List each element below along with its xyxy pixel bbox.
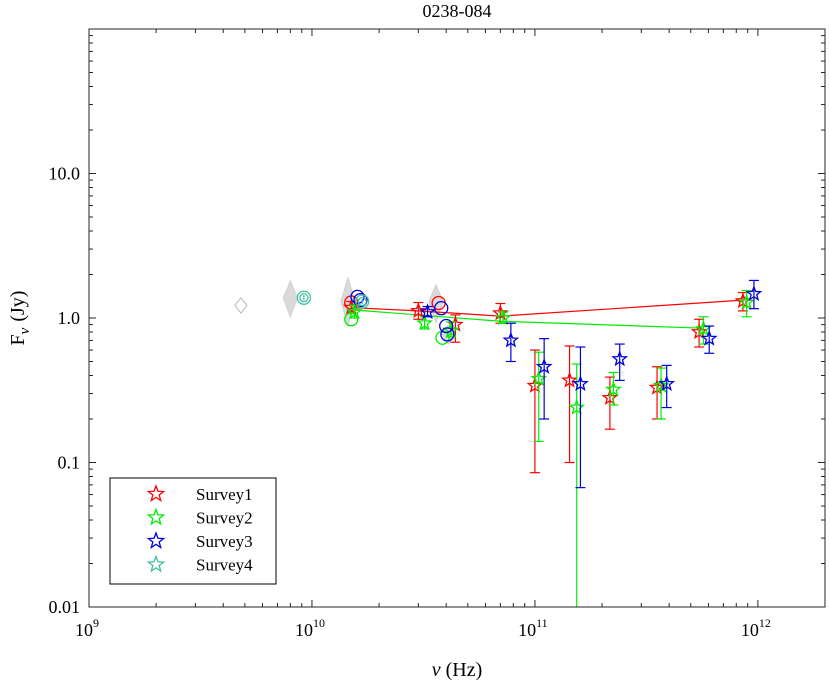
x-tick-label-base: 10 [518,620,536,640]
y-tick-label: 0.1 [58,453,81,473]
y-axis-label-unit: (Jy) [7,291,29,322]
legend-star-icon [146,531,166,549]
star-point-survey3 [611,350,629,367]
star-point-survey2 [738,293,756,310]
legend-entries: Survey1 Survey2 Survey3 Survey4 [146,484,253,575]
circle-point-survey3 [440,327,455,342]
circle-point-inner-survey4 [299,293,309,303]
x-tick-label-base: 10 [75,620,93,640]
star-point-survey3 [658,375,676,392]
legend-label: Survey1 [196,485,253,504]
x-tick-label-exp: 10 [313,616,325,630]
legend: Survey1 Survey2 Survey3 Survey4 [109,477,277,585]
star-point-survey3 [700,329,718,346]
legend-star-icon [146,507,166,526]
circle-point-survey4 [355,294,370,309]
x-tick-label-base: 10 [295,620,313,640]
legend-label: Survey4 [196,556,253,575]
legend-label: Survey3 [196,532,253,551]
y-tick-label: 10.0 [49,164,81,184]
star-point-survey1 [409,302,427,319]
star-point-survey2 [345,303,363,320]
chart-title: 0238-084 [423,1,492,21]
series-lines [351,299,743,329]
star-point-survey3 [535,357,553,374]
legend-box [109,477,277,585]
legend-label: Survey2 [196,509,253,528]
series-line-survey1 [351,299,743,317]
y-axis-label-sub: ν [17,327,33,334]
y-axis-label-main: F [7,334,29,345]
y-tick-label: 1.0 [58,308,81,328]
star-point-survey2 [416,314,434,331]
x-tick-label: 109 [75,616,99,640]
x-tick-label: 1011 [518,616,548,640]
legend-star-icon [146,554,166,573]
star-point-survey2 [568,398,586,415]
legend-star-icon [146,484,166,502]
star-point-survey2 [652,376,670,393]
grey-diamond-marker [282,279,298,319]
x-tick-label: 1012 [741,616,771,640]
circle-point-inner-survey4 [357,296,367,307]
x-axis-label-symbol: ν [432,659,441,681]
circle-point-survey3 [353,292,368,308]
star-point-survey3 [572,375,589,392]
circle-point-survey3 [350,289,365,305]
x-tick-label: 1010 [295,616,325,640]
grey-diamond-marker [234,296,248,314]
star-point-survey3 [419,303,436,320]
star-point-survey3 [745,284,763,301]
x-axis-label-unit: (Hz) [446,659,483,681]
star-point-survey2 [605,380,622,397]
star-point-survey1 [526,376,544,393]
circle-point-survey3 [434,300,449,316]
star-point-survey3 [502,331,520,348]
series-marks [296,279,763,607]
y-axis-label: Fν (Jy) [7,291,33,346]
x-axis-label: ν (Hz) [432,659,483,681]
series-line-survey2 [351,309,704,329]
star-point-survey2 [695,320,712,337]
y-tick-label: 0.01 [49,597,81,617]
star-point-survey1 [601,389,619,406]
x-tick-label-base: 10 [741,620,759,640]
circle-point-survey4 [296,290,312,305]
star-point-survey2 [494,309,512,326]
star-point-survey1 [561,371,578,388]
x-tick-label-exp: 12 [759,616,771,630]
circle-point-survey3 [439,318,454,334]
x-tick-label-exp: 11 [536,616,548,630]
x-tick-label-exp: 9 [93,616,99,630]
